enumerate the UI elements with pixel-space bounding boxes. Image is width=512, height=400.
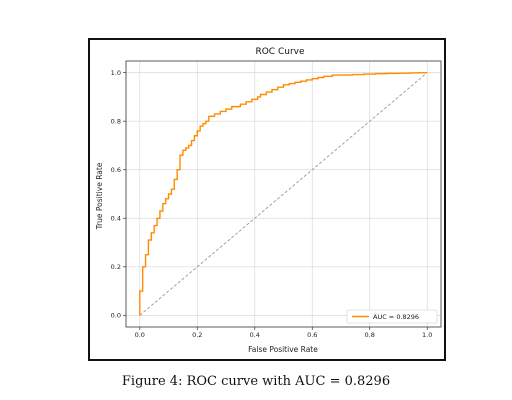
chance-diagonal-line: [139, 72, 428, 316]
x-tick-label: 0.0: [135, 331, 145, 339]
plot-border: [125, 60, 442, 328]
x-tick-label: 0.8: [365, 331, 375, 339]
chart-title: ROC Curve: [255, 47, 304, 57]
y-tick-label: 0.4: [111, 215, 121, 223]
y-axis-label: True Positive Rate: [95, 162, 104, 230]
x-tick-label: 0.4: [250, 331, 260, 339]
series-layer: [139, 71, 428, 316]
y-tick-label: 0.0: [111, 312, 121, 320]
legend: AUC = 0.8296: [346, 309, 438, 324]
x-tick-label: 0.2: [192, 331, 202, 339]
x-tick-label: 1.0: [422, 331, 432, 339]
legend-label: AUC = 0.8296: [373, 313, 419, 321]
x-axis-label: False Positive Rate: [248, 345, 318, 354]
axes: [123, 60, 442, 330]
y-tick-label: 0.8: [111, 117, 121, 125]
y-tick-label: 0.2: [111, 263, 121, 271]
tick-labels: 0.0 0.2 0.4 0.6 0.8 1.0 0.0 0.2 0.4 0.6 0.8 1.0: [111, 69, 433, 339]
y-tick-label: 1.0: [111, 69, 121, 77]
legend-box: [346, 309, 438, 324]
roc-curve-line: [139, 71, 428, 316]
figure-caption: Figure 4: ROC curve with AUC = 0.8296: [121, 374, 391, 389]
x-tick-label: 0.6: [307, 331, 317, 339]
y-tick-label: 0.6: [111, 166, 121, 174]
